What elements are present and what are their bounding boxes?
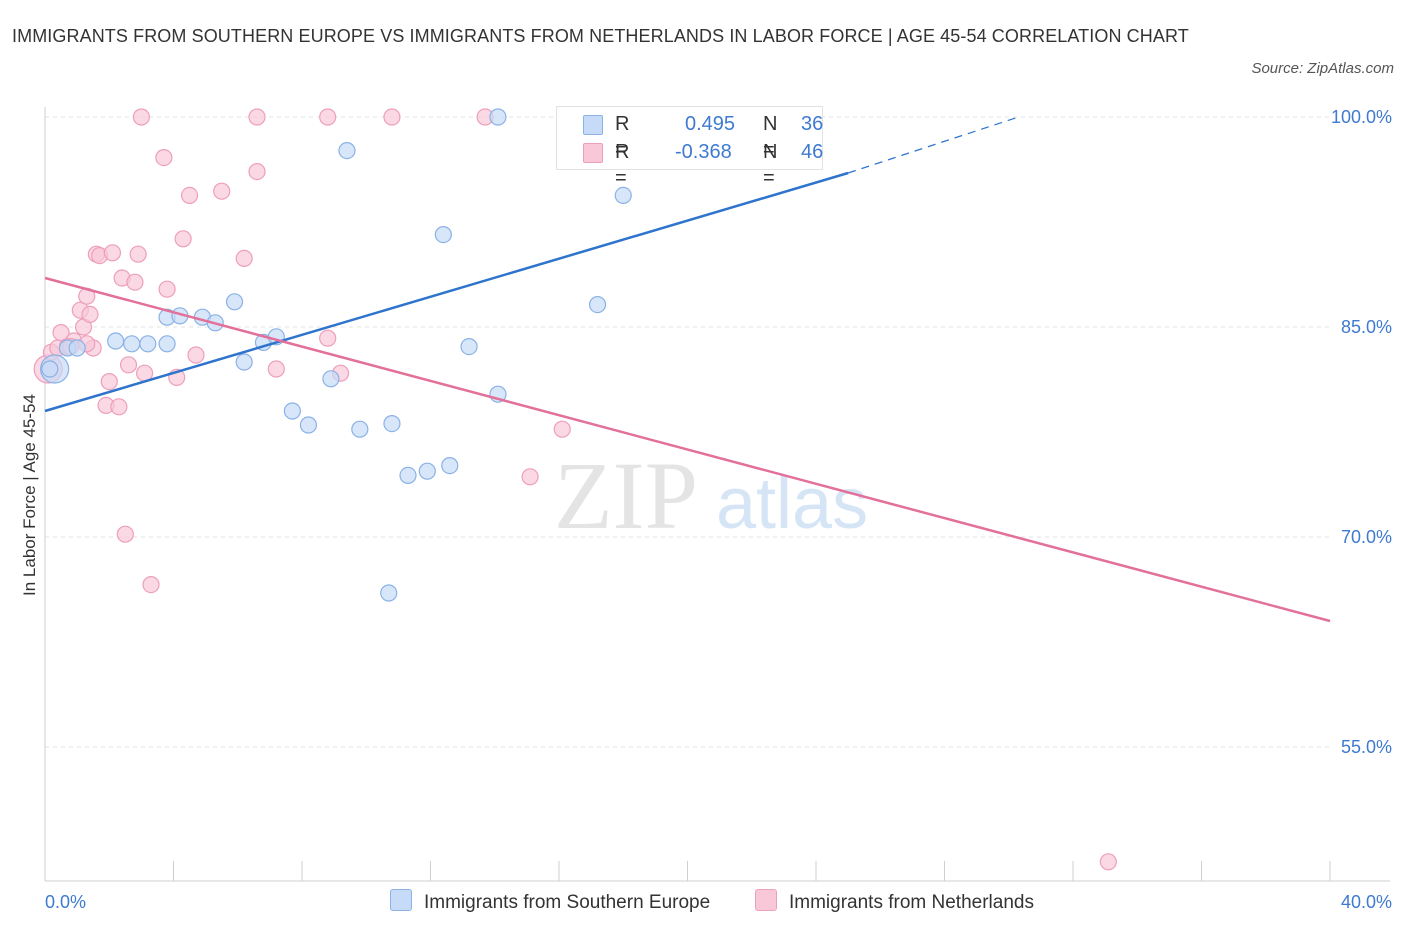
data-point (129, 245, 147, 263)
southern-europe-points (40, 108, 761, 602)
n-value: 46 (801, 141, 824, 163)
tick-labels: 100.0% 85.0% 70.0% 55.0% 0.0% 40.0% (45, 107, 1392, 912)
legend-label: Immigrants from Netherlands (789, 892, 1034, 913)
data-point (180, 186, 199, 204)
axes (44, 107, 1390, 882)
data-point (283, 402, 301, 420)
x-tick-label: 0.0% (45, 892, 86, 912)
trend-lines (44, 116, 1331, 623)
data-point (380, 584, 398, 602)
data-point (319, 329, 337, 347)
data-point (614, 186, 632, 204)
data-point (107, 332, 125, 350)
data-point (41, 360, 59, 378)
y-tick-label: 70.0% (1341, 527, 1392, 547)
data-point (235, 353, 253, 371)
data-point (103, 244, 122, 262)
grid-lines (45, 116, 1330, 748)
data-point (110, 398, 128, 416)
data-point (187, 346, 205, 364)
data-point (399, 466, 417, 484)
data-point (248, 163, 266, 181)
data-point (119, 356, 138, 374)
data-point (418, 462, 436, 480)
data-point (81, 305, 99, 323)
data-point (139, 335, 157, 353)
data-point (299, 416, 318, 434)
data-point (521, 468, 539, 486)
data-point (383, 415, 401, 433)
data-point (383, 108, 401, 126)
legend-item-southern-europe: Immigrants from Southern Europe (390, 889, 710, 915)
data-point (174, 230, 192, 248)
data-point (322, 370, 340, 388)
source-label: Source: ZipAtlas.com (1251, 60, 1394, 77)
data-point (68, 339, 86, 357)
data-point (460, 338, 478, 356)
data-point (1099, 853, 1117, 871)
data-point (588, 296, 607, 314)
data-point (351, 420, 369, 438)
y-tick-label: 100.0% (1331, 107, 1392, 127)
data-point (553, 420, 571, 438)
n-value: 36 (801, 113, 824, 135)
data-point (158, 335, 176, 353)
data-point (142, 575, 160, 594)
data-point (267, 360, 285, 378)
blue-legend-swatch (390, 889, 412, 911)
data-point (319, 108, 337, 126)
data-point (235, 249, 253, 267)
stats-legend: R = 0.495 N = 36 R = -0.368 N = 46 (556, 106, 824, 189)
netherlands-trend-line (44, 276, 1331, 623)
data-point (225, 293, 244, 311)
pink-legend-swatch (755, 889, 777, 911)
data-point (489, 108, 507, 126)
southern-europe-trend-extension (847, 116, 1019, 174)
legend-label: Immigrants from Southern Europe (424, 892, 711, 913)
data-point (100, 373, 118, 391)
data-point (155, 149, 173, 167)
y-tick-label: 55.0% (1341, 737, 1392, 757)
watermark: ZIP atlas (554, 442, 868, 549)
r-value: 0.495 (685, 113, 736, 135)
data-point (213, 182, 231, 200)
r-label: R = (615, 141, 630, 189)
data-point (116, 525, 134, 543)
data-point (441, 457, 459, 475)
y-axis-label: In Labor Force | Age 45-54 (20, 394, 39, 596)
data-point (123, 335, 141, 353)
r-value: -0.368 (675, 141, 732, 163)
r-label: R = (615, 113, 630, 161)
pink-swatch (583, 143, 603, 163)
data-point (158, 280, 176, 298)
southern-europe-trend-line (44, 171, 849, 413)
n-label: N = (763, 113, 778, 161)
data-point (132, 108, 150, 126)
data-point (126, 273, 144, 291)
blue-swatch (583, 115, 603, 135)
y-tick-label: 85.0% (1341, 317, 1392, 337)
n-label: N = (763, 141, 778, 189)
data-point (52, 324, 70, 342)
watermark-atlas: atlas (716, 464, 868, 544)
data-point (248, 108, 266, 126)
data-point (434, 226, 452, 244)
legend-item-netherlands: Immigrants from Netherlands (755, 889, 1034, 915)
chart-title: IMMIGRANTS FROM SOUTHERN EUROPE VS IMMIG… (12, 26, 1189, 46)
data-point (338, 142, 356, 160)
watermark-zip: ZIP (554, 442, 698, 549)
x-tick-label: 40.0% (1341, 892, 1392, 912)
